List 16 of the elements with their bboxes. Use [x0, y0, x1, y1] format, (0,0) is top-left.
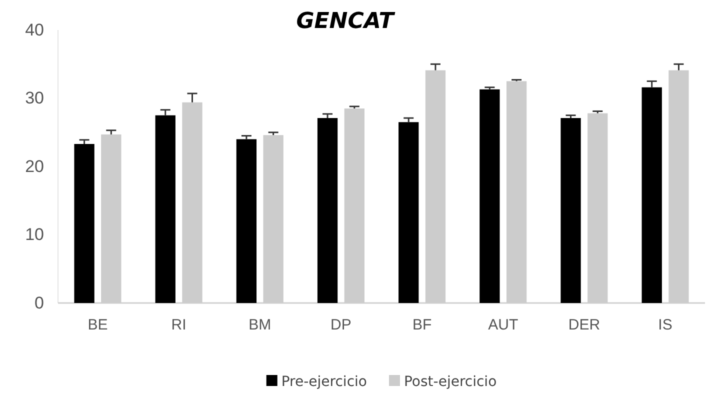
- x-tick-label: BM: [248, 316, 272, 334]
- y-tick-label: 40: [25, 20, 44, 40]
- x-tick-label: AUT: [488, 316, 518, 334]
- x-tick-label: DP: [330, 316, 352, 334]
- x-tick-label: BF: [412, 316, 432, 334]
- y-tick-label: 20: [25, 156, 44, 176]
- x-tick-label: BE: [88, 316, 108, 334]
- legend-label: Pre-ejercicio: [281, 374, 367, 390]
- x-tick-label: RI: [171, 316, 186, 334]
- y-tick-label: 30: [25, 88, 44, 108]
- legend-label: Post-ejercicio: [404, 374, 497, 390]
- chart-title: GENCAT: [296, 9, 396, 34]
- y-tick-label: 10: [25, 225, 44, 244]
- y-tick-label: 0: [34, 293, 44, 312]
- x-tick-label: IS: [658, 316, 672, 334]
- x-tick-label: DER: [568, 316, 600, 334]
